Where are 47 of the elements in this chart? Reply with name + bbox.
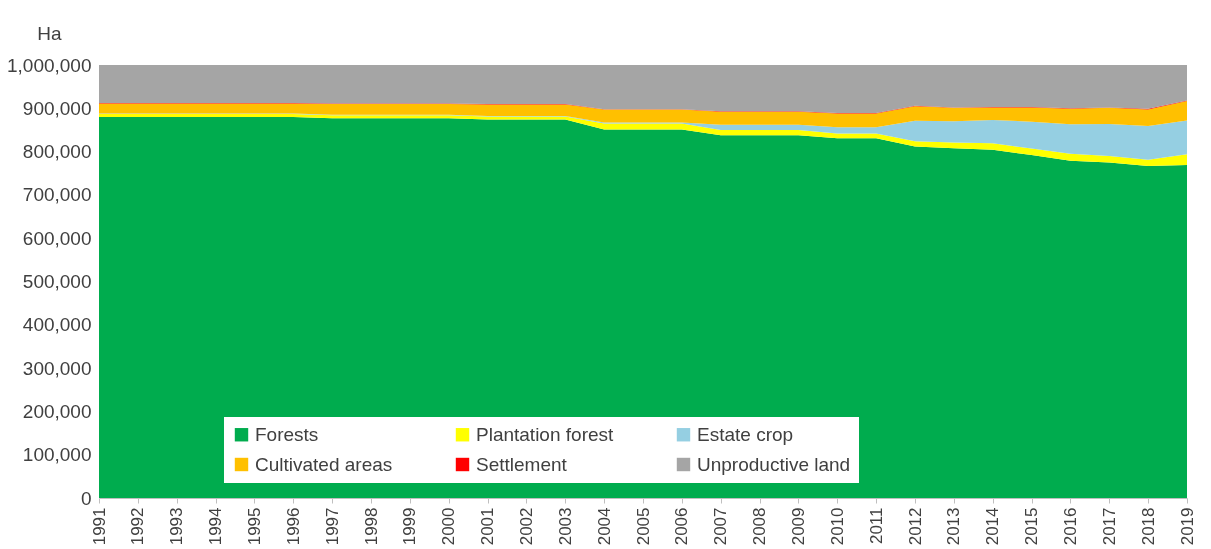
y-tick-label: 700,000 [22,184,92,206]
x-tick-label: 1997 [322,507,342,546]
x-tick-label: 2010 [827,507,847,546]
y-tick-label: 900,000 [22,97,92,119]
legend-label: Plantation forest [476,423,615,445]
y-tick-label: 100,000 [22,444,92,466]
x-tick-label: 2012 [905,507,925,546]
x-tick-label: 1994 [206,507,226,546]
x-tick-label: 2006 [672,507,692,546]
x-tick-label: 1991 [89,507,109,546]
y-tick-label: 400,000 [22,314,92,336]
legend-label: Cultivated areas [255,453,393,475]
y-tick-label: 600,000 [22,227,92,249]
x-tick-label: 2000 [439,507,459,546]
x-tick-label: 1993 [167,507,187,546]
x-tick-label: 2007 [711,507,731,546]
y-tick-label: 500,000 [22,271,92,292]
legend-label: Estate crop [697,423,794,445]
x-tick-label: 2017 [1099,507,1119,546]
y-axis-title: Ha [37,22,63,44]
x-tick-label: 2019 [1177,507,1197,546]
x-tick-label: 2015 [1022,507,1042,546]
y-tick-label: 0 [80,487,92,509]
x-tick-label: 2002 [516,507,536,546]
y-tick-label: 1,000,000 [6,54,92,76]
x-tick-label: 2013 [944,507,964,546]
x-tick-label: 2011 [866,507,886,545]
x-tick-label: 2018 [1138,507,1158,546]
x-tick-label: 2005 [633,507,653,546]
x-tick-label: 2014 [983,507,1003,546]
legend-label: Unproductive land [697,453,851,475]
legend-label: Settlement [476,453,568,475]
x-tick-label: 2016 [1060,507,1080,546]
x-tick-label: 1992 [128,507,148,546]
x-tick-label: 2009 [788,507,808,546]
legend-label: Forests [255,423,319,445]
x-tick-label: 1995 [244,507,264,546]
x-tick-label: 2003 [555,507,575,546]
x-tick-label: 2008 [750,507,770,546]
x-tick-label: 2004 [594,507,614,546]
x-tick-label: 1996 [283,507,303,546]
y-tick-label: 300,000 [22,357,92,379]
y-tick-label: 200,000 [22,400,92,422]
y-tick-label: 800,000 [22,141,92,163]
x-tick-label: 1998 [361,507,381,546]
x-tick-label: 2001 [478,507,498,546]
x-tick-label: 1999 [400,507,420,546]
